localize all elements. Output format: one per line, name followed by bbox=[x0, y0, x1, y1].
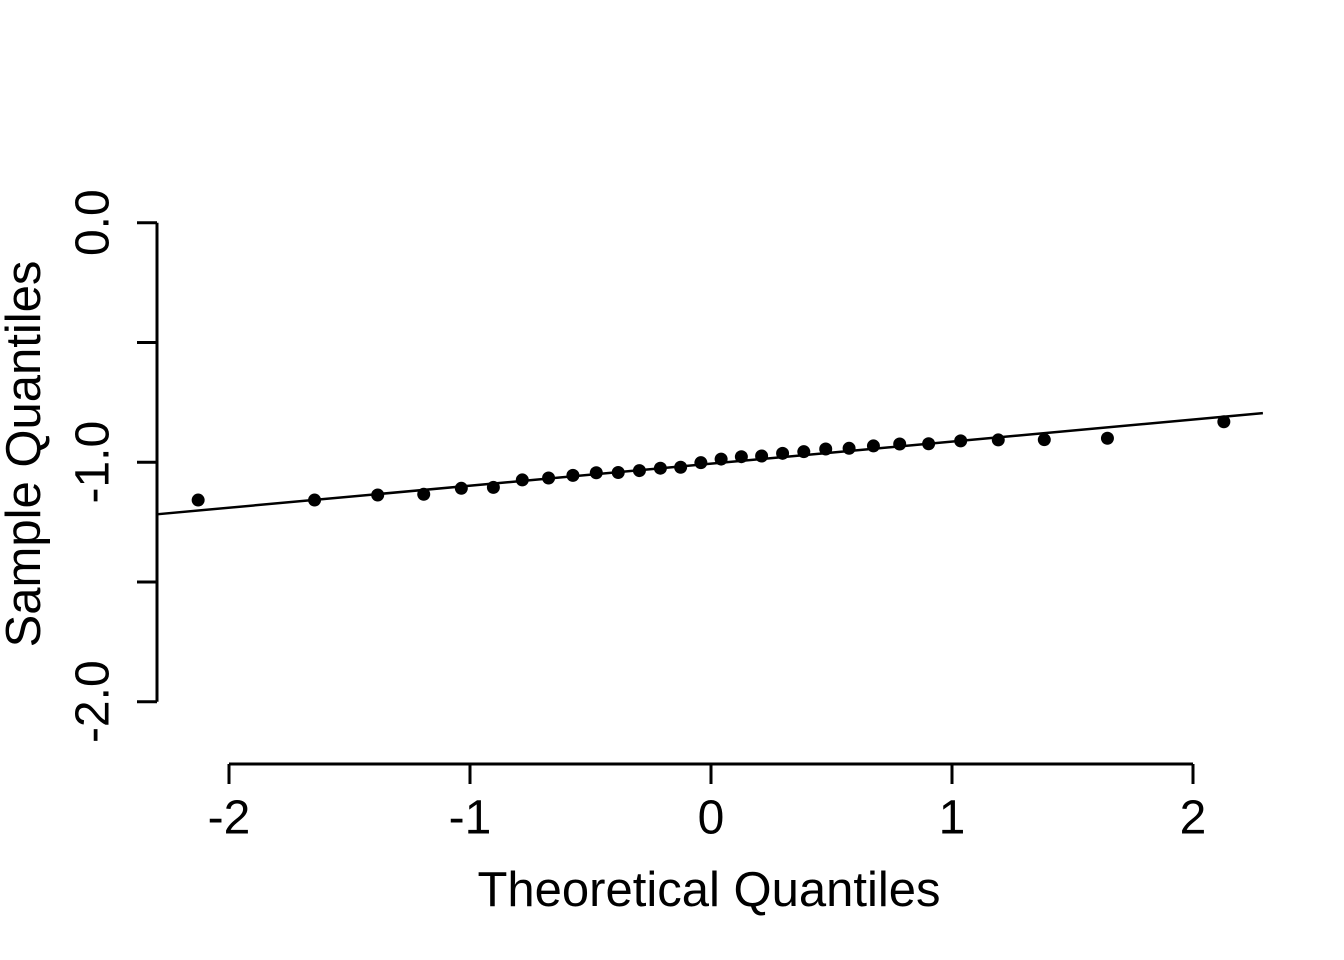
y-tick-label: 0.0 bbox=[67, 189, 120, 256]
data-point bbox=[1100, 431, 1114, 445]
data-point bbox=[694, 456, 708, 470]
data-point bbox=[674, 460, 688, 474]
data-point bbox=[589, 466, 603, 480]
data-point bbox=[486, 480, 500, 494]
qq-reference-line bbox=[156, 411, 1264, 516]
data-point bbox=[819, 442, 833, 456]
y-axis-title: Sample Quantiles bbox=[0, 261, 51, 648]
data-point bbox=[954, 434, 968, 448]
data-point bbox=[842, 441, 856, 455]
x-tick-label: -1 bbox=[449, 792, 492, 845]
data-point bbox=[991, 433, 1005, 447]
data-point bbox=[1217, 415, 1231, 429]
data-points-layer bbox=[191, 415, 1231, 507]
data-point bbox=[191, 493, 205, 507]
x-tick-label: -2 bbox=[208, 792, 251, 845]
x-tick-label: 0 bbox=[698, 792, 725, 845]
data-point bbox=[714, 452, 728, 466]
data-point bbox=[632, 464, 646, 478]
data-point bbox=[797, 445, 811, 459]
x-tick-label: 2 bbox=[1180, 792, 1207, 845]
x-axis-title: Theoretical Quantiles bbox=[477, 863, 940, 917]
data-point bbox=[776, 446, 790, 460]
data-point bbox=[454, 481, 468, 495]
reference-line-layer bbox=[156, 411, 1264, 516]
data-point bbox=[653, 461, 667, 475]
data-point bbox=[866, 439, 880, 453]
data-point bbox=[755, 449, 769, 463]
data-point bbox=[515, 473, 529, 487]
data-point bbox=[734, 450, 748, 464]
x-tick-label: 1 bbox=[939, 792, 966, 845]
data-point bbox=[371, 488, 385, 502]
y-tick-label: -1.0 bbox=[67, 421, 120, 504]
data-point bbox=[922, 437, 936, 451]
data-point bbox=[611, 465, 625, 479]
axes-layer bbox=[137, 221, 1195, 784]
tick-labels-layer: 0.0 -1.0 -2.0 -2 -1 0 1 2 bbox=[67, 189, 1207, 844]
data-point bbox=[542, 471, 556, 485]
data-point bbox=[417, 487, 431, 501]
data-point bbox=[566, 468, 580, 482]
data-point bbox=[308, 493, 322, 507]
data-point bbox=[893, 437, 907, 451]
y-tick-label: -2.0 bbox=[67, 660, 120, 743]
data-point bbox=[1037, 433, 1051, 447]
